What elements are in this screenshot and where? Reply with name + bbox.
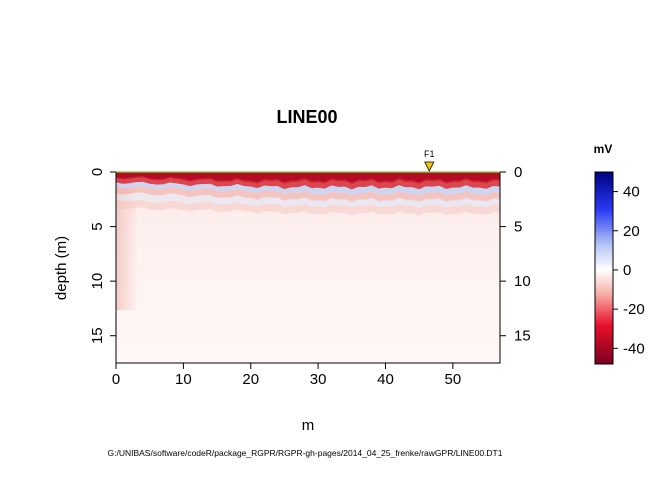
y-tick-label: 10 [89,273,106,290]
reflection-band [116,186,500,203]
colorbar-tick-label: 40 [623,184,640,201]
x-axis: 0 10 20 30 40 50 [112,363,461,388]
y-right-tick-label: 0 [514,164,522,181]
left-edge-reflection-zone [116,180,138,310]
y-tick-label: 15 [89,327,106,344]
near-surface-reflection-bands [116,172,500,216]
x-tick-label: 40 [377,371,394,388]
colorbar-tick-label: -20 [623,301,645,318]
y-axis-left: 0 5 10 15 [89,168,116,344]
colorbar: mV 40 20 0 -20 -40 [594,142,645,365]
x-tick-label: 20 [242,371,259,388]
f1-marker [424,161,435,172]
colorbar-tick-label: 20 [623,223,640,240]
y-tick-label: 5 [89,222,106,230]
f1-marker-label: F1 [424,149,435,159]
x-axis-label: m [302,417,315,434]
x-tick-label: 50 [444,371,461,388]
radargram-plot-area: F1 [115,149,501,364]
reflection-band [116,193,500,209]
y-right-tick-label: 5 [514,219,522,236]
colorbar-scale [594,171,614,365]
reflection-band [116,199,500,216]
source-file-path: G:/UNIBAS/software/codeR/package_RGPR/RG… [108,448,503,458]
colorbar-tick-label: -40 [623,340,645,357]
colorbar-ticks: 40 20 0 -20 -40 [613,184,645,357]
y-axis-right: 0 5 10 15 [500,164,531,345]
reflection-band [116,181,500,196]
y-tick-label: 0 [89,168,106,176]
y-right-tick-label: 15 [514,328,531,345]
x-tick-label: 30 [310,371,327,388]
reflection-band [116,176,500,190]
x-tick-label: 10 [175,371,192,388]
y-axis-label: depth (m) [53,236,70,300]
x-tick-label: 0 [112,371,120,388]
colorbar-title: mV [594,142,613,156]
chart-title: LINE00 [276,107,337,127]
y-right-tick-label: 10 [514,273,531,290]
colorbar-tick-label: 0 [623,262,631,279]
